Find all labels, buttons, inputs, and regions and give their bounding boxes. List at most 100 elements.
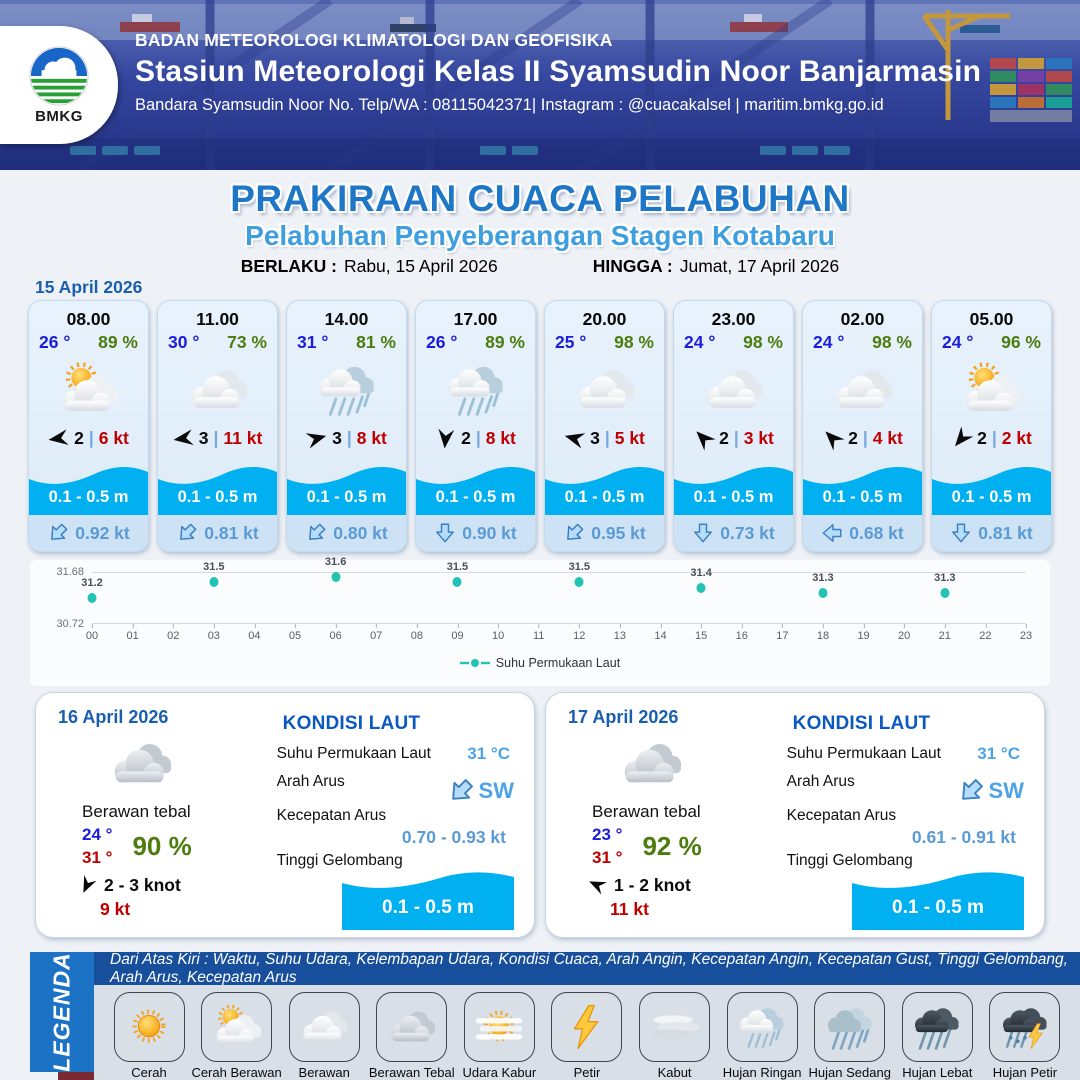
legend-icon-box — [551, 992, 623, 1062]
legend-weather-icon — [821, 1002, 879, 1052]
hourly-forecast-card[interactable]: 02.00 24 ° 98 % 2 | 4 kt 0.1 - 0.5 m 0.6… — [802, 300, 923, 552]
hourly-forecast-card[interactable]: 23.00 24 ° 98 % 2 | 3 kt 0.1 - 0.5 m 0.7… — [673, 300, 794, 552]
chart-legend: Suhu Permukaan Laut — [30, 656, 1050, 670]
x-axis-tick: 10 — [491, 624, 505, 642]
hourly-forecast-card[interactable]: 14.00 31 ° 81 % 3 | 8 kt 0.1 - 0.5 m 0.8… — [286, 300, 407, 552]
sst-data-point[interactable] — [87, 593, 97, 603]
x-axis-tick: 19 — [857, 624, 870, 642]
wave-curve — [416, 467, 535, 486]
wind-speed-value: 2 — [848, 427, 858, 448]
humidity-value: 73 % — [227, 332, 267, 352]
contact-line[interactable]: Bandara Syamsudin Noor No. Telp/WA : 081… — [135, 96, 884, 114]
day-wave-height-value: 0.1 - 0.5 m — [852, 890, 1024, 930]
wind-speed-value: 2 — [719, 427, 729, 448]
legend-title-bar: LEGENDA — [30, 952, 94, 1072]
current-speed-value: 0.81 kt — [978, 522, 1033, 543]
x-axis-tick: 04 — [248, 624, 261, 642]
current-direction: SW — [957, 777, 1026, 805]
legend-item: Berawan — [281, 992, 367, 1080]
valid-to-label: HINGGA : — [592, 256, 673, 276]
valid-from: BERLAKU : Rabu, 15 April 2026 — [241, 256, 498, 277]
valid-from-value: Rabu, 15 April 2026 — [343, 256, 498, 276]
sst-data-point[interactable] — [818, 587, 828, 598]
legend-weather-icon — [208, 1002, 266, 1052]
day-weather-column: 16 April 2026 Berawan tebal 24 ° 31 ° 90… — [58, 707, 269, 927]
current-direction: SW — [447, 777, 516, 805]
hourly-forecast-card[interactable]: 05.00 24 ° 96 % 2 | 2 kt 0.1 - 0.5 m 0.8… — [931, 300, 1052, 552]
station-name: Stasiun Meteorologi Kelas II Syamsudin N… — [135, 55, 982, 88]
sst-data-point[interactable] — [696, 582, 706, 593]
wave-height-value: 0.1 - 0.5 m — [932, 486, 1051, 515]
legend-item-label: Hujan Sedang — [808, 1065, 891, 1080]
bmkg-logo: BMKG — [0, 26, 118, 144]
day-wind-row: 2 - 3 knot — [78, 875, 269, 896]
legend-item-label: Udara Kabur — [462, 1065, 537, 1080]
wind-direction-icon — [171, 426, 195, 450]
current-direction-icon — [950, 522, 972, 544]
current-direction-icon — [692, 522, 714, 544]
legend-weather-icon — [295, 1002, 353, 1052]
x-axis-tick: 12 — [573, 624, 586, 642]
gust-speed-value: 8 kt — [356, 427, 387, 448]
legend-item-label: Berawan Tebal — [368, 1065, 455, 1080]
org-name: BADAN METEOROLOGI KLIMATOLOGI DAN GEOFIS… — [135, 30, 613, 50]
legend-item-label: Hujan Ringan — [722, 1065, 802, 1080]
sst-value: 31 °C — [977, 744, 1020, 763]
legend-icon-box — [639, 992, 711, 1062]
sst-data-point-label: 31.5 — [446, 561, 469, 574]
sea-current-arrow-icon — [441, 771, 481, 811]
legend-item-label: Hujan Petir — [992, 1065, 1058, 1080]
wave-height-value: 0.1 - 0.5 m — [803, 486, 922, 515]
day-wind-range: 2 - 3 knot — [104, 874, 181, 895]
humidity-value: 98 % — [872, 332, 912, 352]
weather-icon — [569, 359, 641, 421]
day-weather-icon — [594, 732, 709, 796]
current-direction-label: Arah Arus — [786, 773, 855, 790]
wave-height-label: Tinggi Gelombang — [276, 852, 403, 869]
current-direction-icon — [559, 517, 590, 548]
day-temp-min: 23 ° — [592, 825, 623, 844]
legend-weather-icon — [383, 1002, 441, 1052]
current-row: 0.90 kt — [416, 515, 535, 551]
daily-summary-card[interactable]: 16 April 2026 Berawan tebal 24 ° 31 ° 90… — [35, 692, 535, 938]
day-gust-value: 9 kt — [100, 898, 131, 919]
hourly-forecast-card[interactable]: 11.00 30 ° 73 % 3 | 11 kt 0.1 - 0.5 m 0.… — [157, 300, 278, 552]
daily-summary-card[interactable]: 17 April 2026 Berawan tebal 23 ° 31 ° 92… — [545, 692, 1045, 938]
sst-data-point[interactable] — [940, 587, 950, 598]
wave-height-value: 0.1 - 0.5 m — [158, 486, 277, 515]
wind-gust-separator: | — [475, 427, 481, 448]
legend-icon-box — [463, 992, 535, 1062]
current-speed-value: 0.95 kt — [591, 522, 646, 543]
wind-direction-icon — [947, 423, 977, 453]
sst-data-point[interactable] — [452, 577, 462, 588]
wind-speed-value: 2 — [74, 427, 84, 448]
validity-row: BERLAKU : Rabu, 15 April 2026 HINGGA : Jum… — [0, 256, 1080, 277]
wind-row: 3 | 5 kt — [545, 423, 664, 453]
legend-icon-box — [726, 992, 798, 1062]
legend-weather-icon — [120, 1002, 178, 1052]
sst-data-point-label: 31.6 — [324, 556, 347, 569]
sst-data-point[interactable] — [574, 577, 584, 588]
hourly-forecast-card[interactable]: 20.00 25 ° 98 % 3 | 5 kt 0.1 - 0.5 m 0.9… — [544, 300, 665, 552]
chart-legend-label: Suhu Permukaan Laut — [495, 656, 621, 670]
hourly-forecast-card[interactable]: 08.00 26 ° 89 % 2 | 6 kt 0.1 - 0.5 m 0.9… — [28, 300, 149, 552]
forecast-time: 11.00 — [196, 309, 239, 329]
wave-height-value: 0.1 - 0.5 m — [674, 486, 793, 515]
wind-speed-value: 2 — [461, 427, 471, 448]
wind-gust-separator: | — [88, 427, 94, 448]
y-axis-label-bottom: 30.72 — [56, 618, 84, 630]
legend-icons-panel: Cerah Cerah Berawan Berawan Berawan Teba… — [94, 985, 1080, 1080]
legend-item: Hujan Lebat — [894, 992, 980, 1080]
sst-x-axis: 00 01 02 03 04 05 06 07 08 09 10 11 12 13 14 15 16 17 18 19… — [86, 624, 1032, 644]
legend-item: Kabut — [632, 992, 718, 1080]
current-direction-icon — [301, 517, 332, 548]
hourly-forecast-card[interactable]: 17.00 26 ° 89 % 2 | 8 kt 0.1 - 0.5 m 0.9… — [415, 300, 536, 552]
sst-data-point[interactable] — [209, 577, 219, 588]
x-axis-tick: 14 — [654, 624, 667, 642]
legend-weather-icon — [646, 1002, 704, 1052]
x-axis-tick: 23 — [1019, 624, 1033, 642]
sst-data-point[interactable] — [331, 572, 341, 583]
wave-curve — [545, 467, 664, 486]
day-temp-max: 31 ° — [82, 847, 113, 867]
day-temps: 24 ° 31 ° 90 % — [82, 824, 269, 870]
